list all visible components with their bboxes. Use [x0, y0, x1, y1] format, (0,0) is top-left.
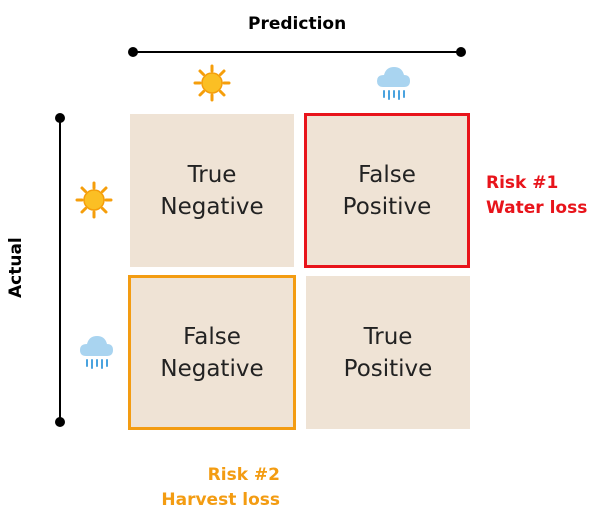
- cell-label-line2: Negative: [160, 355, 264, 382]
- cell-label-line1: False: [358, 161, 416, 188]
- risk-2-description: Harvest loss: [161, 490, 280, 510]
- risk-2-title: Risk #2: [207, 465, 280, 485]
- cell-false-positive: False Positive: [304, 113, 470, 268]
- risk-1-title: Risk #1: [486, 173, 559, 193]
- cell-label-line1: False: [183, 323, 241, 350]
- cell-label-line2: Positive: [343, 355, 433, 382]
- cell-label-line2: Positive: [342, 193, 432, 220]
- cell-true-negative: True Negative: [130, 114, 294, 267]
- cell-label-line2: Negative: [160, 193, 264, 220]
- cell-true-positive: True Positive: [306, 276, 470, 429]
- risk-2-annotation: Risk #2 Harvest loss: [161, 463, 280, 513]
- rain-cloud-icon: [80, 336, 113, 369]
- actual-axis-line: [55, 113, 65, 427]
- risk-1-annotation: Risk #1 Water loss: [486, 171, 587, 221]
- risk-1-description: Water loss: [486, 198, 588, 218]
- cell-label-line1: True: [187, 161, 237, 188]
- sun-icon: [193, 64, 231, 102]
- actual-axis-title: Actual: [6, 237, 26, 298]
- prediction-axis-line: [128, 47, 466, 57]
- prediction-axis-title: Prediction: [248, 14, 347, 34]
- sun-icon: [75, 181, 113, 219]
- cell-label-line1: True: [363, 323, 413, 350]
- cell-false-negative: False Negative: [128, 275, 296, 430]
- rain-cloud-icon: [377, 67, 410, 100]
